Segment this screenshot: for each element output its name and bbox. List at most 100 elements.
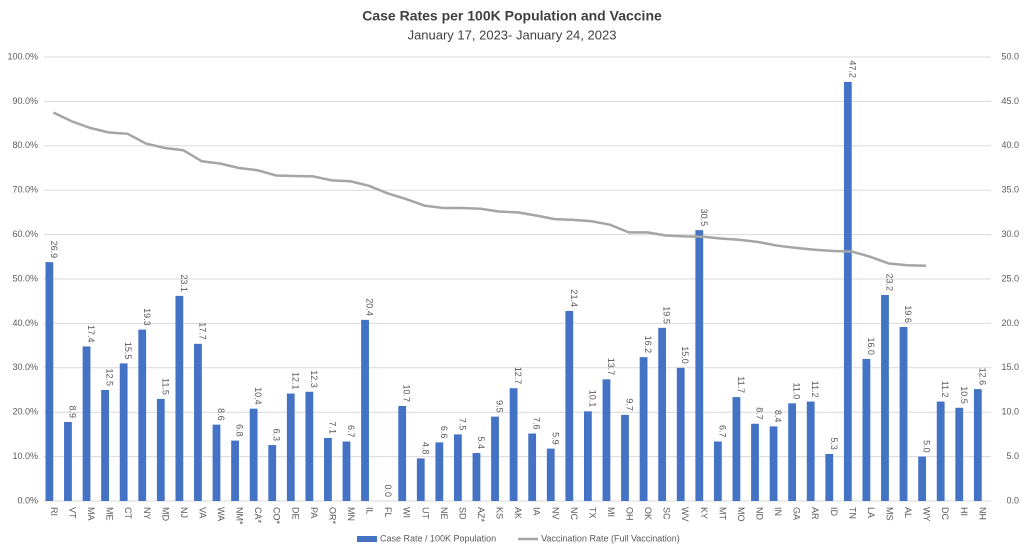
bar bbox=[45, 262, 54, 501]
data-label: 8.6 bbox=[216, 408, 226, 421]
x-tick-label: NH bbox=[977, 507, 987, 520]
data-label: 47.2 bbox=[847, 60, 857, 78]
bar bbox=[82, 346, 91, 501]
y2-tick-label: 25.0 bbox=[1001, 273, 1019, 283]
y2-tick-label: 40.0 bbox=[1001, 140, 1019, 150]
data-label: 9.5 bbox=[495, 400, 505, 413]
bar bbox=[509, 388, 518, 501]
data-label: 10.4 bbox=[253, 387, 263, 405]
data-label: 6.6 bbox=[439, 426, 449, 439]
y-tick-label: 20.0% bbox=[12, 407, 38, 417]
bar bbox=[342, 441, 351, 501]
data-label: 7.6 bbox=[532, 417, 542, 430]
x-tick-label: ND bbox=[755, 507, 765, 520]
bar bbox=[621, 414, 629, 501]
data-label: 12.7 bbox=[513, 367, 523, 385]
bar bbox=[416, 458, 425, 501]
bar bbox=[565, 310, 574, 501]
data-label: 20.4 bbox=[365, 298, 375, 316]
data-label: 5.4 bbox=[476, 437, 486, 450]
x-tick-label: WI bbox=[402, 507, 412, 518]
data-label: 10.1 bbox=[587, 390, 597, 408]
y-tick-label: 70.0% bbox=[12, 185, 38, 195]
bar bbox=[732, 397, 741, 501]
bar bbox=[138, 329, 147, 501]
data-label: 12.6 bbox=[977, 368, 987, 386]
data-label: 8.9 bbox=[67, 405, 77, 418]
x-tick-label: IA bbox=[532, 507, 542, 516]
data-label: 0.0 bbox=[383, 484, 393, 497]
data-label: 11.5 bbox=[160, 378, 170, 395]
x-tick-label: IN bbox=[773, 507, 783, 516]
data-label: 11.7 bbox=[736, 376, 746, 393]
data-label: 8.4 bbox=[773, 410, 783, 423]
data-label: 6.8 bbox=[235, 424, 245, 437]
x-tick-label: CT bbox=[123, 507, 133, 519]
y2-tick-label: 15.0 bbox=[1001, 362, 1019, 372]
x-tick-label: MO bbox=[736, 507, 746, 522]
y2-tick-label: 35.0 bbox=[1001, 185, 1019, 195]
chart-title: Case Rates per 100K Population and Vacci… bbox=[362, 8, 662, 24]
bar bbox=[156, 398, 165, 501]
x-tick-label: FL bbox=[383, 507, 393, 518]
data-label: 12.5 bbox=[105, 368, 115, 386]
legend-swatch bbox=[357, 536, 377, 542]
x-tick-label: MD bbox=[160, 507, 170, 521]
x-tick-label: OK bbox=[643, 507, 653, 520]
data-label: 11.2 bbox=[810, 381, 820, 398]
x-tick-label: ME bbox=[105, 507, 115, 521]
data-label: 19.5 bbox=[662, 306, 672, 324]
x-tick-label: PA bbox=[309, 507, 319, 518]
data-label: 5.0 bbox=[922, 440, 932, 453]
data-label: 9.7 bbox=[625, 398, 635, 411]
y-tick-label: 0.0% bbox=[17, 495, 38, 505]
x-tick-label: ID bbox=[829, 507, 839, 517]
x-tick-label: VA bbox=[197, 507, 207, 518]
bar bbox=[64, 421, 72, 501]
x-tick-label: OH bbox=[625, 507, 635, 521]
data-label: 13.7 bbox=[606, 358, 616, 376]
bar bbox=[955, 407, 964, 501]
chart-subtitle: January 17, 2023- January 24, 2023 bbox=[408, 27, 617, 42]
bar bbox=[175, 295, 184, 501]
x-tick-label: DE bbox=[290, 507, 300, 520]
bar bbox=[398, 405, 407, 501]
y2-tick-label: 10.0 bbox=[1001, 407, 1019, 417]
bar bbox=[583, 411, 592, 501]
bar bbox=[899, 326, 908, 501]
x-tick-label: AL bbox=[903, 507, 913, 518]
bar bbox=[751, 423, 759, 501]
y-tick-label: 80.0% bbox=[12, 140, 38, 150]
x-tick-label: TX bbox=[587, 507, 597, 519]
bar bbox=[973, 389, 982, 501]
bar bbox=[639, 357, 648, 501]
x-tick-label: NY bbox=[142, 507, 152, 520]
y2-tick-label: 5.0 bbox=[1006, 451, 1019, 461]
data-label: 23.1 bbox=[179, 274, 189, 292]
bar bbox=[491, 416, 499, 501]
x-tick-label: AZ* bbox=[476, 507, 486, 523]
data-label: 8.7 bbox=[755, 407, 765, 420]
y2-tick-label: 30.0 bbox=[1001, 229, 1019, 239]
x-tick-label: MS bbox=[884, 507, 894, 521]
x-tick-label: DC bbox=[940, 507, 950, 520]
x-tick-label: UT bbox=[420, 507, 430, 519]
x-tick-label: GA bbox=[792, 507, 802, 520]
bar bbox=[231, 440, 239, 501]
x-tick-label: KS bbox=[495, 507, 505, 519]
x-tick-label: VT bbox=[67, 507, 77, 519]
line bbox=[52, 111, 927, 267]
data-label: 12.1 bbox=[290, 372, 300, 390]
data-label: 19.6 bbox=[903, 305, 913, 323]
x-tick-label: MT bbox=[717, 507, 727, 520]
data-label: 6.7 bbox=[346, 425, 356, 438]
bar bbox=[435, 442, 444, 501]
bar bbox=[936, 401, 945, 501]
bar bbox=[249, 408, 258, 501]
data-label: 17.7 bbox=[197, 322, 207, 340]
y-tick-label: 50.0% bbox=[12, 273, 38, 283]
data-label: 11.0 bbox=[792, 382, 802, 399]
y-tick-label: 30.0% bbox=[12, 362, 38, 372]
x-tick-label: WV bbox=[680, 507, 690, 522]
